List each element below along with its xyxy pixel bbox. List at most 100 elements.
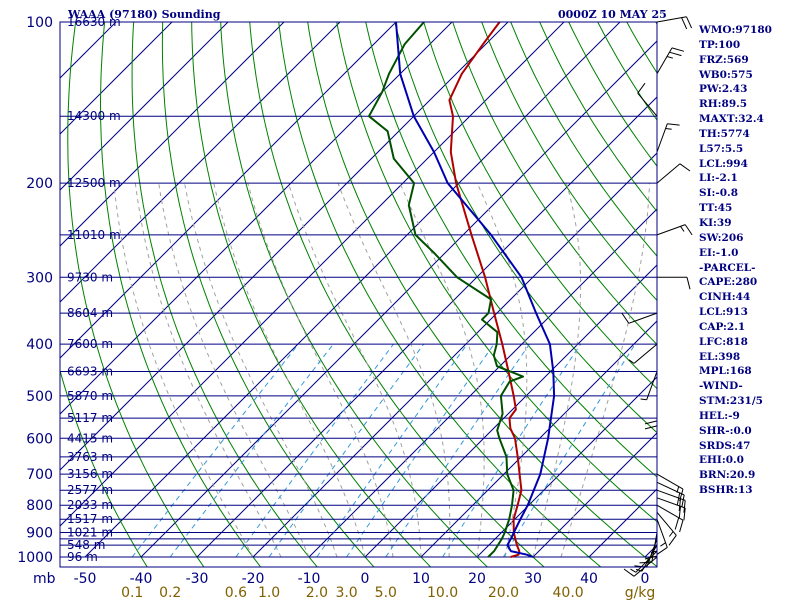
wind-barb-flag	[678, 506, 681, 519]
moist-adiabat	[213, 182, 366, 558]
dry-adiabat	[131, 22, 318, 567]
wind-barb-half-flag	[630, 568, 637, 573]
wind-barb-flag	[669, 51, 682, 57]
wind-barb-flag	[678, 498, 681, 512]
parcel-profile	[395, 22, 556, 558]
height-label: 11010 m	[67, 228, 121, 242]
mixing-ratio-label: 5.0	[375, 585, 397, 600]
pressure-label: 100	[26, 15, 53, 31]
height-label: 96 m	[67, 550, 98, 564]
wind-barb	[657, 276, 691, 290]
height-label: 3763 m	[67, 450, 113, 464]
moist-adiabat	[337, 182, 451, 558]
index-item: TT:45	[699, 202, 733, 215]
dry-adiabat	[423, 22, 657, 390]
height-label: 12500 m	[67, 176, 121, 190]
height-label: 8604 m	[67, 306, 113, 320]
wind-barb	[656, 16, 693, 30]
index-item: FRZ:569	[699, 53, 749, 66]
height-label: 1517 m	[67, 512, 113, 526]
moist-adiabats	[113, 182, 650, 558]
wind-barb	[656, 519, 668, 555]
mixing-ratio-label: 40.0	[553, 585, 584, 600]
dewpoint-profile	[368, 22, 524, 558]
height-label: 9730 m	[67, 270, 113, 284]
wind-barb	[656, 47, 685, 75]
index-item: L57:5.5	[699, 142, 744, 155]
moist-adiabat	[247, 182, 394, 558]
wind-barb	[644, 395, 658, 430]
moist-adiabat	[184, 183, 338, 558]
pressure-label: 400	[26, 337, 53, 353]
mixing-ratio-label: 2.0	[306, 585, 328, 600]
index-item: SI:-0.8	[699, 187, 738, 200]
index-item: LI:-2.1	[699, 172, 738, 185]
wind-barb-staff	[637, 92, 658, 117]
pressure-label: 1000	[17, 550, 53, 566]
index-item: BSHR:13	[699, 484, 753, 497]
plot-frame	[59, 21, 658, 568]
dry-adiabat	[336, 22, 657, 523]
index-item: TP:100	[699, 38, 741, 51]
wind-barb	[656, 504, 684, 533]
pressure-label: 200	[26, 176, 53, 192]
wind-barb-staff	[646, 371, 658, 400]
wind-barb	[640, 371, 658, 401]
height-label: 5117 m	[67, 411, 113, 425]
wind-barb	[628, 343, 658, 364]
wind-barb-flag	[684, 224, 693, 236]
index-item: TH:5774	[699, 127, 750, 140]
height-label: 14300 m	[67, 109, 121, 123]
wind-barb-flag	[621, 312, 630, 324]
isotherm-line	[364, 264, 657, 558]
height-label: 6693 m	[67, 365, 113, 379]
index-item: CAPE:280	[699, 276, 758, 289]
wind-barb-half-flag	[635, 568, 643, 572]
mixing-ratio-line	[268, 343, 425, 558]
index-item: SRDS:47	[699, 439, 751, 452]
wind-barb-flag	[667, 123, 680, 126]
wind-barb-flag	[681, 494, 685, 508]
wind-barb-flag	[681, 17, 688, 30]
index-item: KI:39	[699, 216, 732, 229]
wind-barb-half-flag	[668, 531, 674, 537]
wind-barb-flag	[679, 520, 684, 533]
height-label: 3156 m	[67, 467, 113, 481]
wind-barb	[656, 224, 693, 236]
wind-barb-staff	[656, 163, 681, 184]
wind-barb-half-flag	[640, 398, 647, 401]
wind-barb-half-flag	[650, 550, 658, 553]
pressure-label: 500	[26, 389, 53, 405]
moist-adiabat	[113, 183, 254, 558]
wind-barb	[656, 497, 686, 521]
index-item: EI:-1.0	[699, 246, 739, 259]
moist-adiabat	[158, 183, 310, 558]
wind-barb-flag	[671, 47, 685, 52]
pressure-label: 800	[26, 498, 53, 514]
isotherm-line	[60, 22, 565, 527]
isotherm-line	[84, 22, 621, 558]
sounding-profiles	[368, 22, 556, 558]
dry-adiabat	[597, 22, 657, 121]
dry-adiabat	[452, 22, 657, 346]
index-item: PW:2.43	[699, 83, 748, 96]
wind-barb-half-flag	[680, 226, 685, 232]
wind-barb	[621, 312, 658, 324]
index-item: LFC:818	[699, 335, 748, 348]
isotherm-line	[60, 22, 509, 471]
wind-barb-staff	[633, 343, 658, 364]
height-label: 2033 m	[67, 498, 113, 512]
index-item: SHR-:0.0	[699, 424, 752, 437]
mixing-ratio-label: 0.6	[225, 585, 247, 600]
pressure-label: 700	[26, 467, 53, 483]
wind-barb-flag	[637, 82, 646, 94]
wind-barb-flag	[668, 535, 677, 546]
index-item: MPL:168	[699, 365, 752, 378]
isotherm-line	[532, 432, 657, 558]
isotherm-line	[196, 96, 657, 558]
height-label: 1021 m	[67, 526, 113, 540]
dry-adiabats	[60, 22, 657, 567]
index-item: LCL:994	[699, 157, 748, 170]
wind-barb-half-flag	[660, 542, 666, 547]
